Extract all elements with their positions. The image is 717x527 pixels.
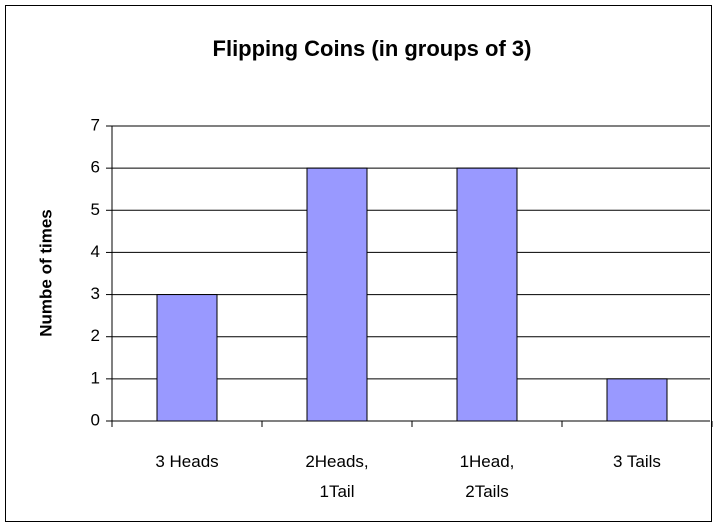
x-tick-label: 3 Tails [613, 452, 661, 471]
chart-title: Flipping Coins (in groups of 3) [213, 36, 532, 61]
bar [456, 167, 518, 422]
bar [306, 167, 368, 422]
y-tick-label: 3 [91, 284, 100, 303]
y-axis-label: Numbe of times [36, 209, 55, 337]
y-tick-label: 7 [91, 115, 100, 134]
bar [606, 378, 668, 422]
x-tick-label: 2Heads, 1Tail [305, 452, 369, 501]
y-tick-label: 4 [91, 242, 100, 261]
y-tick-label: 0 [91, 410, 100, 429]
x-tick-label: 1Head, 2Tails [459, 452, 515, 501]
y-tick-label: 6 [91, 158, 100, 177]
bar [156, 294, 218, 422]
y-tick-label: 5 [91, 200, 100, 219]
x-tick-label: 3 Heads [155, 452, 219, 471]
y-tick-label: 1 [91, 368, 100, 387]
y-tick-label: 2 [91, 326, 100, 345]
